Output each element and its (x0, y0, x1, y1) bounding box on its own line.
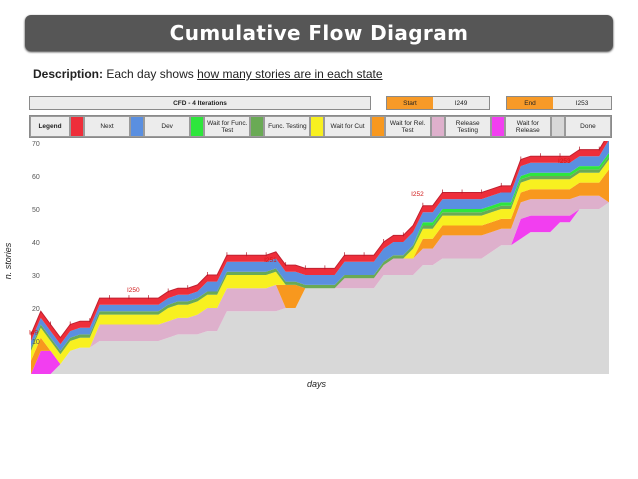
legend-label-wait_rel_test: Wait for Rel. Test (384, 116, 431, 137)
legend-label-next: Next (84, 116, 131, 137)
title-bar: Cumulative Flow Diagram (25, 15, 613, 51)
series-top-line (30, 141, 605, 339)
end-value: I253 (575, 99, 589, 107)
cfd-chart-svg: 10 20 30 40 50 60 70 I49 I250 I251 I252 I253 (29, 141, 611, 374)
annotation-label: I253 (558, 158, 571, 165)
legend-label-release_testing: Release Testing (444, 116, 491, 137)
y-tick-label: 30 (32, 273, 40, 280)
series-area-wait_release (31, 202, 609, 374)
cfd-title-panel: CFD - 4 Iterations (29, 96, 371, 110)
legend-label-wait_func_test: Wait for Func. Test (204, 116, 251, 137)
y-tick-label: 10 (32, 339, 40, 346)
legend-label-dev: Dev (144, 116, 191, 137)
legend-label-done: Done (564, 116, 611, 137)
legend: Legend Next Dev Wait for Func. Test Func. Te… (29, 115, 612, 138)
description-text: Each day shows (106, 67, 194, 81)
description-label: Description: (33, 67, 104, 81)
annotation-label: I49 (29, 330, 38, 337)
start-panel: Start I249 (386, 96, 490, 110)
series-area-release_testing (31, 195, 609, 374)
series-area-dev (31, 141, 609, 351)
end-panel: End I253 (506, 96, 612, 110)
annotation-label: I252 (411, 191, 424, 198)
legend-swatch-done (550, 116, 565, 137)
legend-label-func_testing: Func. Testing (264, 116, 311, 137)
y-axis-label: n. stories (3, 242, 13, 280)
series-area-wait_rel_test (31, 169, 609, 374)
y-tick-label: 20 (32, 306, 40, 313)
x-axis-label: days (307, 379, 327, 389)
series-area-wait_cut (31, 159, 609, 365)
description-underlined: how many stories are in each state (197, 67, 383, 81)
start-label: Start (387, 97, 433, 109)
series-area-done (31, 202, 609, 374)
legend-swatch-next (70, 116, 84, 137)
legend-swatch-wait_func_test (190, 116, 205, 137)
y-tick-label: 40 (32, 240, 40, 247)
legend-swatch-wait_rel_test (370, 116, 385, 137)
legend-title: Legend (30, 116, 70, 137)
legend-swatch-wait_cut (310, 116, 325, 137)
legend-swatch-release_testing (430, 116, 445, 137)
annotation-label: I251 (264, 257, 277, 264)
chart: 10 20 30 40 50 60 70 I49 I250 I251 I252 I253 (29, 141, 611, 374)
description: Description: Each day shows how many sto… (33, 67, 383, 81)
end-label: End (507, 97, 553, 109)
legend-swatch-func_testing (250, 116, 265, 137)
series-area-next (31, 141, 609, 345)
y-tick-label: 60 (32, 174, 40, 181)
legend-label-wait_release: Wait for Release (504, 116, 551, 137)
y-tick-label: 70 (32, 141, 40, 148)
annotation-label: I250 (127, 287, 140, 294)
start-value: I249 (454, 99, 468, 107)
legend-swatch-wait_release (490, 116, 505, 137)
y-tick-label: 50 (32, 207, 40, 214)
legend-label-wait_cut: Wait for Cut (324, 116, 371, 137)
page-title: Cumulative Flow Diagram (169, 21, 469, 45)
cfd-title: CFD - 4 Iterations (173, 99, 227, 107)
series-area-func_testing (31, 156, 609, 355)
legend-swatch-dev (130, 116, 145, 137)
